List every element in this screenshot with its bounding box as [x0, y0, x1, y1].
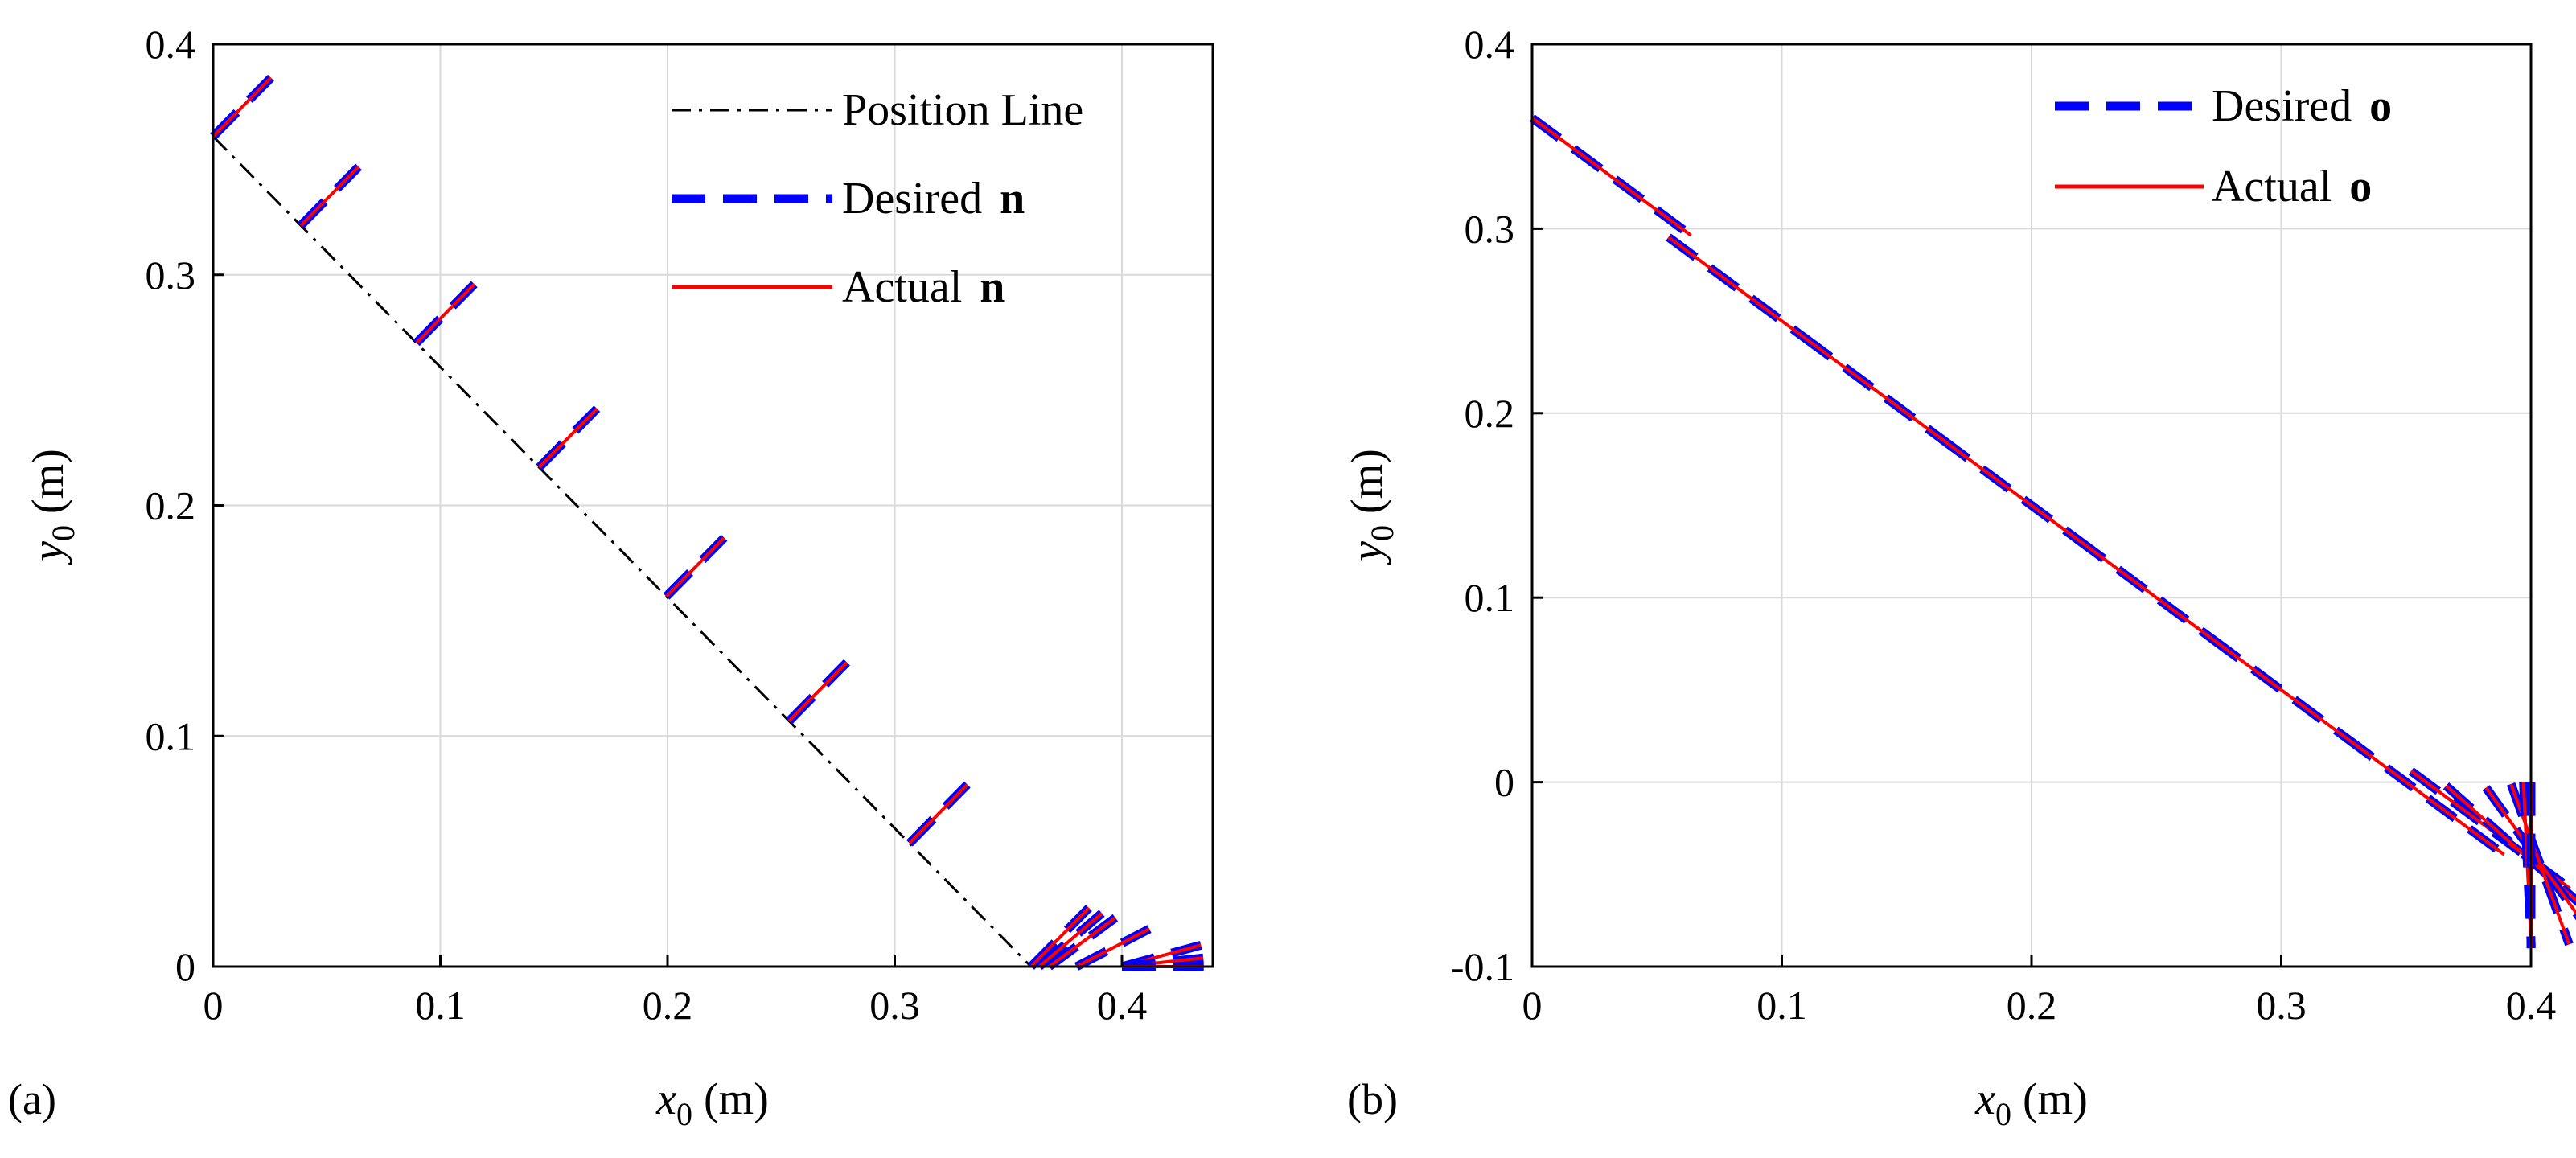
y-tick-label: 0.3 [146, 253, 196, 298]
position-line [212, 135, 1033, 968]
actual-vector [665, 536, 725, 598]
actual-vector [299, 165, 360, 227]
legend: Position Line Desired n Actual n [672, 85, 1083, 312]
x-tick-label: 0.4 [1097, 983, 1148, 1028]
actual-vector [1029, 906, 1091, 968]
legend-label: Position Line [842, 85, 1083, 135]
actual-vector [212, 76, 273, 138]
y-tick-label: 0 [1494, 760, 1514, 805]
y-tick-label: 0.2 [146, 483, 196, 528]
y-tick-label: 0.1 [1465, 575, 1515, 620]
svg-text:x0(m): x0 (m) [1974, 1074, 2088, 1132]
actual-vector [1037, 912, 1103, 968]
x-tick-label: 0.4 [2506, 983, 2557, 1028]
actual-vector [1667, 236, 1829, 356]
actual-vector [787, 661, 848, 723]
y-tick-label: 0.1 [146, 713, 196, 758]
legend-label: Actual n [842, 262, 1005, 312]
y-tick-label: 0.2 [1465, 391, 1515, 436]
svg-text:y0(m): y0(m) [23, 449, 81, 565]
actual-vector [1075, 927, 1151, 968]
x-tick-label: 0.1 [415, 983, 466, 1028]
x-tick-label: 0.2 [2007, 983, 2057, 1028]
actual-vector [2210, 637, 2372, 758]
actual-vector [2344, 736, 2505, 856]
actual-vector [537, 407, 598, 469]
x-tick-label: 0.3 [2256, 983, 2307, 1028]
chart-panel-b: 0 0.1 0.2 0.3 0.4-0.100.10.20.30.4 y0(m) x0(… [1342, 22, 2576, 1132]
actual-vector [1048, 916, 1117, 968]
actual-vector [1530, 117, 1692, 237]
x-axis-label: x0 (m) [1974, 1074, 2088, 1132]
legend-label: Desired n [842, 174, 1025, 224]
x-tick-label: 0 [203, 983, 224, 1028]
x-tick-label: 0.2 [643, 983, 693, 1028]
panel-label: (a) [8, 1075, 56, 1123]
chart-panel-a: 0 0.1 0.2 0.3 0.4 0 0.1 0.2 0.3 0.4 y0(m) x0 (m) (… [8, 22, 1214, 1132]
actual-vector [2445, 784, 2576, 903]
x-tick-label: 0.1 [1756, 983, 1807, 1028]
y-tick-label: -0.1 [1451, 944, 1514, 989]
actual-vector [908, 783, 969, 844]
actual-vector [1939, 437, 2101, 557]
x-tick-label: 0 [1522, 983, 1543, 1028]
y-axis-label: y0(m) [23, 449, 81, 565]
svg-text:x0(m): x0 (m) [655, 1074, 769, 1132]
y-tick-label: 0 [175, 944, 195, 989]
svg-text:y0(m): y0(m) [1342, 449, 1400, 565]
legend-label: Desired o [2212, 81, 2392, 131]
y-tick-label: 0.4 [1465, 22, 1515, 67]
actual-vector [415, 282, 476, 344]
y-axis-label: y0(m) [1342, 449, 1400, 565]
legend-label: Actual o [2212, 162, 2372, 211]
y-tick-label: 0.3 [1465, 206, 1515, 251]
actual-vector [2076, 537, 2237, 658]
x-tick-label: 0.3 [869, 983, 920, 1028]
legend: Desired o Actual o [2055, 81, 2392, 211]
actual-vector [1802, 335, 1963, 456]
y-tick-label: 0.4 [146, 22, 196, 67]
x-axis-label: x0 (m) [655, 1074, 769, 1132]
panel-label: (b) [1347, 1075, 1398, 1123]
